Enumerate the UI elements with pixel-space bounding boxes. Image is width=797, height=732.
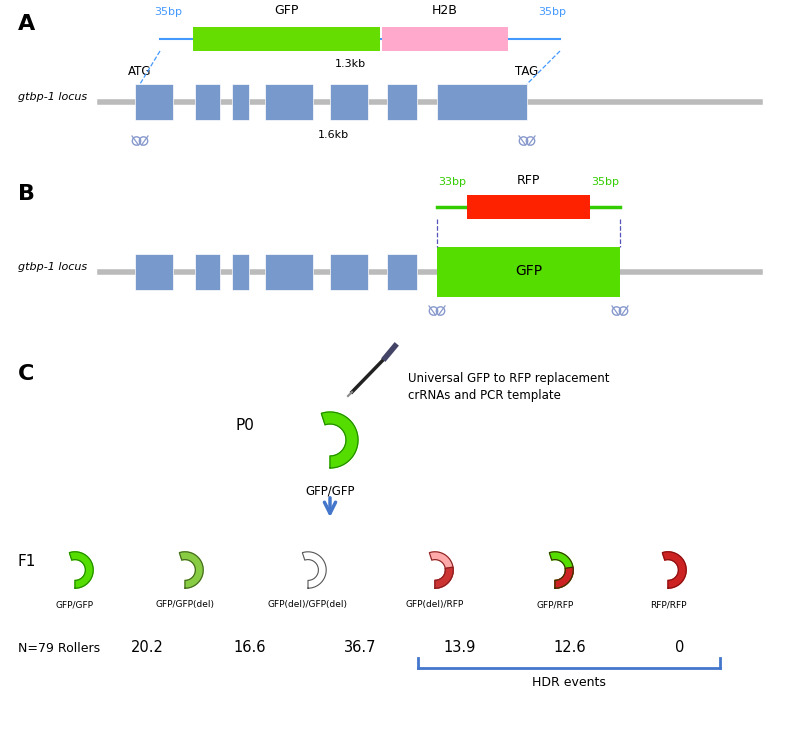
Text: 35bp: 35bp xyxy=(154,7,182,17)
Bar xyxy=(135,254,173,290)
Text: N=79 Rollers: N=79 Rollers xyxy=(18,641,100,654)
Text: 35bp: 35bp xyxy=(591,177,619,187)
Text: 35bp: 35bp xyxy=(538,7,566,17)
Text: RFP/RFP: RFP/RFP xyxy=(650,600,686,609)
Text: 33bp: 33bp xyxy=(438,177,466,187)
Bar xyxy=(387,84,417,120)
Text: 12.6: 12.6 xyxy=(554,640,587,655)
Text: gtbp-1 locus: gtbp-1 locus xyxy=(18,92,87,102)
Text: A: A xyxy=(18,14,35,34)
Text: 1.6kb: 1.6kb xyxy=(318,130,349,140)
Text: F1: F1 xyxy=(18,555,37,569)
Text: GFP/GFP(del): GFP/GFP(del) xyxy=(155,600,214,609)
Text: Universal GFP to RFP replacement: Universal GFP to RFP replacement xyxy=(408,372,610,385)
Text: C: C xyxy=(18,364,34,384)
Text: B: B xyxy=(18,184,35,204)
Bar xyxy=(382,27,508,51)
Text: GFP: GFP xyxy=(515,264,542,278)
Polygon shape xyxy=(430,552,453,589)
Bar xyxy=(330,84,368,120)
Text: GFP/GFP: GFP/GFP xyxy=(56,600,94,609)
Bar xyxy=(135,84,173,120)
Text: GFP: GFP xyxy=(274,4,299,17)
Text: 0: 0 xyxy=(675,640,685,655)
Text: GFP/GFP: GFP/GFP xyxy=(305,485,355,498)
Text: RFP: RFP xyxy=(516,174,540,187)
Bar xyxy=(265,254,313,290)
Bar xyxy=(437,84,527,120)
Text: GFP(del)/RFP: GFP(del)/RFP xyxy=(406,600,464,609)
Text: HDR events: HDR events xyxy=(532,676,606,689)
Text: P0: P0 xyxy=(236,417,254,433)
Bar xyxy=(232,254,249,290)
Polygon shape xyxy=(69,552,93,589)
Polygon shape xyxy=(555,567,573,589)
Bar xyxy=(387,254,417,290)
Polygon shape xyxy=(549,552,573,589)
Text: crRNAs and PCR template: crRNAs and PCR template xyxy=(408,389,561,402)
Polygon shape xyxy=(321,412,358,468)
Bar xyxy=(330,254,368,290)
Text: 36.7: 36.7 xyxy=(344,640,376,655)
Text: 20.2: 20.2 xyxy=(131,640,163,655)
Text: TAG: TAG xyxy=(516,65,539,78)
Text: 13.9: 13.9 xyxy=(444,640,476,655)
Text: H2B: H2B xyxy=(432,4,458,17)
Bar xyxy=(467,195,590,219)
Text: 1.3kb: 1.3kb xyxy=(335,59,366,69)
Text: gtbp-1 locus: gtbp-1 locus xyxy=(18,262,87,272)
Text: GFP(del)/GFP(del): GFP(del)/GFP(del) xyxy=(268,600,348,609)
Text: 16.6: 16.6 xyxy=(234,640,266,655)
Bar xyxy=(193,27,380,51)
Polygon shape xyxy=(302,552,326,589)
Text: ATG: ATG xyxy=(128,65,151,78)
Bar xyxy=(265,84,313,120)
Bar xyxy=(195,84,220,120)
Polygon shape xyxy=(435,567,453,589)
Text: GFP/RFP: GFP/RFP xyxy=(536,600,574,609)
Bar xyxy=(195,254,220,290)
Polygon shape xyxy=(179,552,203,589)
Bar xyxy=(437,247,620,297)
Bar xyxy=(232,84,249,120)
Polygon shape xyxy=(662,552,686,589)
